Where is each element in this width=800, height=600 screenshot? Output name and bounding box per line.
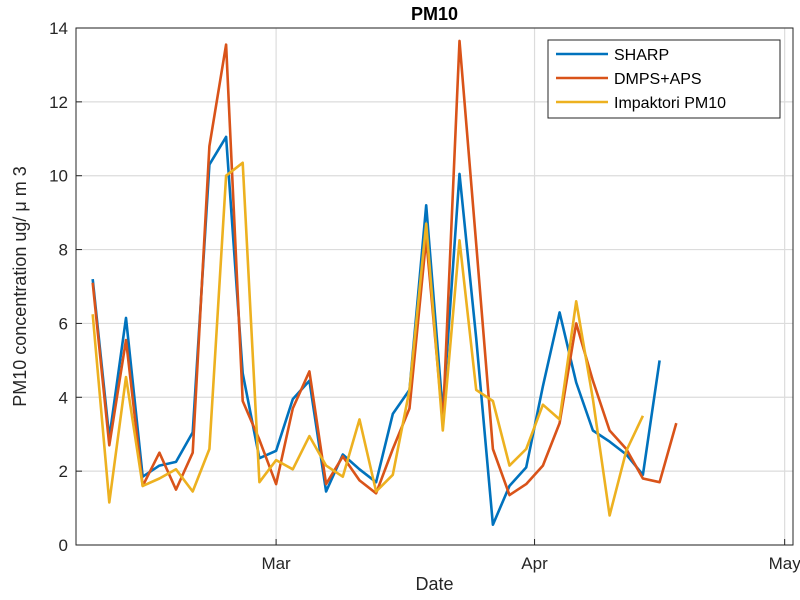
y-tick-label: 0	[59, 536, 68, 555]
series-lines	[91, 39, 678, 526]
y-tick-label: 12	[49, 93, 68, 112]
x-tick-label: Apr	[521, 554, 548, 573]
y-tick-label: 8	[59, 241, 68, 260]
legend-entry-0: SHARP	[614, 47, 669, 64]
y-tick-label: 2	[59, 462, 68, 481]
series-line-2	[91, 161, 645, 517]
x-tick-label: Mar	[261, 554, 291, 573]
y-tick-label: 6	[59, 314, 68, 333]
y-tick-label: 10	[49, 167, 68, 186]
x-axis-label: Date	[415, 574, 453, 594]
y-tick-label: 14	[49, 19, 68, 38]
series-line-1	[91, 39, 678, 497]
chart-title: PM10	[411, 4, 458, 24]
legend-entry-1: DMPS+APS	[614, 71, 702, 88]
y-tick-label: 4	[59, 388, 68, 407]
plot-frame	[75, 27, 794, 546]
legend-entry-2: Impaktori PM10	[614, 95, 726, 112]
axis-ticks: 0 2 4 6 8 10 12 14 Mar Apr May	[49, 19, 800, 573]
y-axis-label: PM10 concentration ug/ μ m 3	[10, 166, 30, 407]
series-line-0	[91, 135, 661, 526]
x-tick-label: May	[769, 554, 800, 573]
legend: SHARP DMPS+APS Impaktori PM10	[547, 39, 781, 119]
